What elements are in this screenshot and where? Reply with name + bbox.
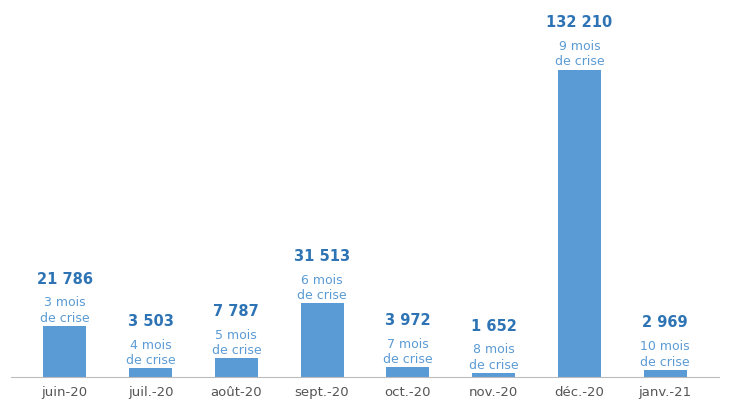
Text: 3 503: 3 503 — [128, 313, 174, 328]
Bar — [644, 370, 687, 377]
Text: 6 mois
de crise: 6 mois de crise — [297, 273, 347, 301]
Text: 5 mois
de crise: 5 mois de crise — [212, 328, 261, 356]
Text: 3 972: 3 972 — [385, 312, 431, 327]
Text: 7 mois
de crise: 7 mois de crise — [383, 337, 433, 365]
Bar — [558, 70, 601, 377]
Text: 4 mois
de crise: 4 mois de crise — [126, 338, 175, 366]
Text: 132 210: 132 210 — [546, 15, 612, 30]
Text: 3 mois
de crise: 3 mois de crise — [40, 296, 90, 324]
Bar — [129, 369, 172, 377]
Text: 9 mois
de crise: 9 mois de crise — [555, 40, 604, 68]
Bar — [43, 326, 86, 377]
Text: 2 969: 2 969 — [642, 315, 688, 330]
Bar — [386, 367, 429, 377]
Bar — [301, 303, 344, 377]
Text: 8 mois
de crise: 8 mois de crise — [469, 342, 518, 371]
Text: 1 652: 1 652 — [471, 318, 517, 333]
Text: 7 787: 7 787 — [213, 303, 259, 319]
Text: 21 786: 21 786 — [36, 271, 93, 286]
Text: 10 mois
de crise: 10 mois de crise — [640, 339, 690, 368]
Bar — [215, 359, 258, 377]
Bar — [472, 373, 515, 377]
Text: 31 513: 31 513 — [294, 249, 350, 263]
